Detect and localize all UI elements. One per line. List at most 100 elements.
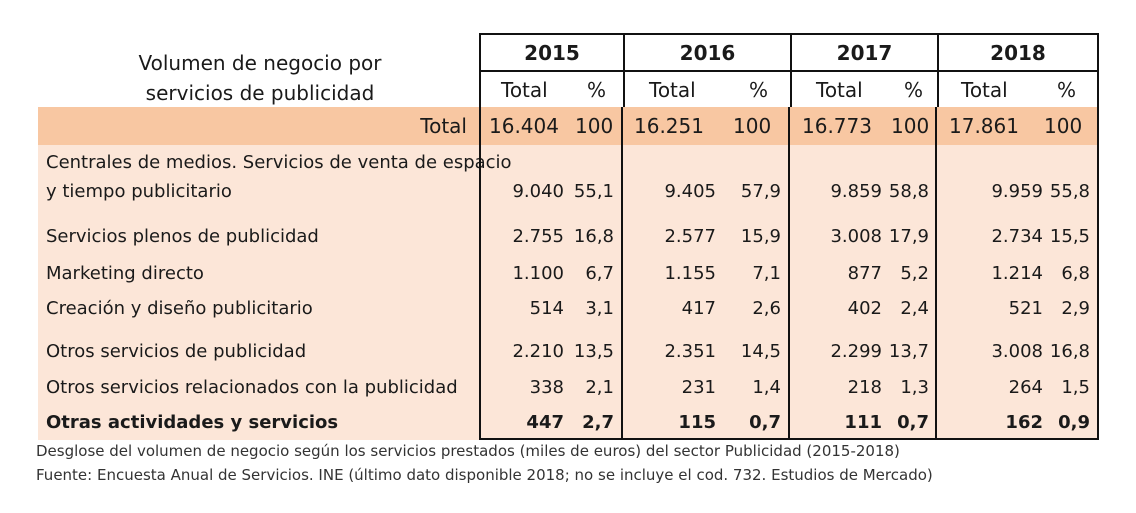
subheader-pct: % bbox=[904, 78, 924, 102]
row-label: Servicios plenos de publicidad bbox=[46, 226, 319, 247]
total-2017-pct: 100 bbox=[891, 114, 930, 138]
cell-pct: 0,9 bbox=[1058, 412, 1090, 433]
total-2017-value: 16.773 bbox=[802, 114, 872, 138]
cell-value: 9.040 bbox=[512, 181, 564, 202]
cell-value: 417 bbox=[681, 298, 716, 319]
total-2016-pct: 100 bbox=[733, 114, 772, 138]
cell-pct: 3,1 bbox=[585, 298, 614, 319]
total-2018-pct: 100 bbox=[1044, 114, 1083, 138]
cell-pct: 13,7 bbox=[888, 341, 929, 362]
cell-pct: 1,3 bbox=[900, 377, 929, 398]
caption-line2: Fuente: Encuesta Anual de Servicios. INE… bbox=[36, 466, 933, 484]
cell-value: 2.351 bbox=[664, 341, 716, 362]
subheader-total: Total bbox=[501, 78, 548, 102]
cell-value: 9.959 bbox=[991, 181, 1043, 202]
year-header-2017: 2017 Total % bbox=[790, 33, 937, 107]
cell-pct: 1,4 bbox=[752, 377, 781, 398]
cell-value: 115 bbox=[678, 412, 716, 433]
cell-pct: 2,1 bbox=[585, 377, 614, 398]
row-label: Otros servicios de publicidad bbox=[46, 341, 307, 362]
row-label: Otras actividades y servicios bbox=[46, 412, 339, 433]
table-header-label: Volumen de negocio por servicios de publ… bbox=[40, 48, 480, 108]
year-label: 2018 bbox=[939, 35, 1097, 72]
cell-value: 514 bbox=[529, 298, 564, 319]
cell-value: 877 bbox=[847, 263, 882, 284]
cell-pct: 0,7 bbox=[897, 412, 929, 433]
column-divider bbox=[479, 107, 481, 440]
cell-pct: 2,9 bbox=[1061, 298, 1090, 319]
subheader-total: Total bbox=[649, 78, 696, 102]
cell-pct: 13,5 bbox=[573, 341, 614, 362]
cell-value: 2.755 bbox=[512, 226, 564, 247]
table-body-background bbox=[38, 145, 1099, 440]
cell-value: 111 bbox=[844, 412, 882, 433]
cell-value: 2.210 bbox=[512, 341, 564, 362]
header-label-line2: servicios de publicidad bbox=[145, 81, 375, 105]
cell-pct: 0,7 bbox=[749, 412, 781, 433]
column-divider bbox=[621, 107, 623, 440]
cell-pct: 7,1 bbox=[752, 263, 781, 284]
year-label: 2015 bbox=[481, 35, 623, 72]
year-header-2018: 2018 Total % bbox=[937, 33, 1099, 107]
year-label: 2016 bbox=[625, 35, 790, 72]
cell-pct: 58,8 bbox=[888, 181, 929, 202]
subheader-pct: % bbox=[1057, 78, 1077, 102]
cell-value: 231 bbox=[681, 377, 716, 398]
row-label: Otros servicios relacionados con la publ… bbox=[46, 377, 458, 398]
cell-value: 9.405 bbox=[664, 181, 716, 202]
year-label: 2017 bbox=[792, 35, 937, 72]
cell-value: 447 bbox=[526, 412, 564, 433]
subheader-total: Total bbox=[816, 78, 863, 102]
cell-value: 2.299 bbox=[830, 341, 882, 362]
subheader-total: Total bbox=[961, 78, 1008, 102]
cell-pct: 55,1 bbox=[573, 181, 614, 202]
total-row: Total bbox=[38, 107, 1099, 145]
cell-pct: 16,8 bbox=[573, 226, 614, 247]
cell-value: 3.008 bbox=[991, 341, 1043, 362]
cell-pct: 2,6 bbox=[752, 298, 781, 319]
total-row-band bbox=[38, 107, 1099, 145]
total-2015-pct: 100 bbox=[575, 114, 614, 138]
cell-pct: 14,5 bbox=[740, 341, 781, 362]
cell-pct: 5,2 bbox=[900, 263, 929, 284]
cell-value: 2.577 bbox=[664, 226, 716, 247]
cell-value: 2.734 bbox=[991, 226, 1043, 247]
cell-value: 1.155 bbox=[664, 263, 716, 284]
row-label: Marketing directo bbox=[46, 263, 204, 284]
header-label-line1: Volumen de negocio por bbox=[138, 51, 382, 75]
total-2015-value: 16.404 bbox=[489, 114, 559, 138]
caption-line1: Desglose del volumen de negocio según lo… bbox=[36, 442, 900, 460]
year-header-2015: 2015 Total % bbox=[479, 33, 623, 107]
cell-pct: 15,5 bbox=[1049, 226, 1090, 247]
cell-pct: 6,7 bbox=[585, 263, 614, 284]
cell-value: 338 bbox=[529, 377, 564, 398]
cell-pct: 1,5 bbox=[1061, 377, 1090, 398]
subheader-pct: % bbox=[749, 78, 769, 102]
total-row-label: Total bbox=[420, 114, 467, 138]
cell-value: 218 bbox=[847, 377, 882, 398]
cell-pct: 2,7 bbox=[582, 412, 614, 433]
total-2016-value: 16.251 bbox=[634, 114, 704, 138]
table-bottom-border bbox=[479, 438, 1099, 440]
cell-value: 521 bbox=[1008, 298, 1043, 319]
cell-value: 1.100 bbox=[512, 263, 564, 284]
column-divider bbox=[788, 107, 790, 440]
cell-pct: 15,9 bbox=[740, 226, 781, 247]
cell-value: 1.214 bbox=[991, 263, 1043, 284]
cell-pct: 55,8 bbox=[1049, 181, 1090, 202]
row-label-line2: y tiempo publicitario bbox=[46, 181, 232, 202]
row-label: Centrales de medios. Servicios de venta … bbox=[46, 152, 512, 173]
column-divider bbox=[935, 107, 937, 440]
cell-pct: 17,9 bbox=[888, 226, 929, 247]
cell-value: 3.008 bbox=[830, 226, 882, 247]
cell-value: 264 bbox=[1008, 377, 1043, 398]
row-label: Creación y diseño publicitario bbox=[46, 298, 313, 319]
subheader-pct: % bbox=[587, 78, 607, 102]
cell-value: 9.859 bbox=[830, 181, 882, 202]
cell-value: 402 bbox=[847, 298, 882, 319]
cell-value: 162 bbox=[1005, 412, 1043, 433]
year-header-2016: 2016 Total % bbox=[623, 33, 790, 107]
cell-pct: 6,8 bbox=[1061, 263, 1090, 284]
column-divider bbox=[1097, 107, 1099, 440]
